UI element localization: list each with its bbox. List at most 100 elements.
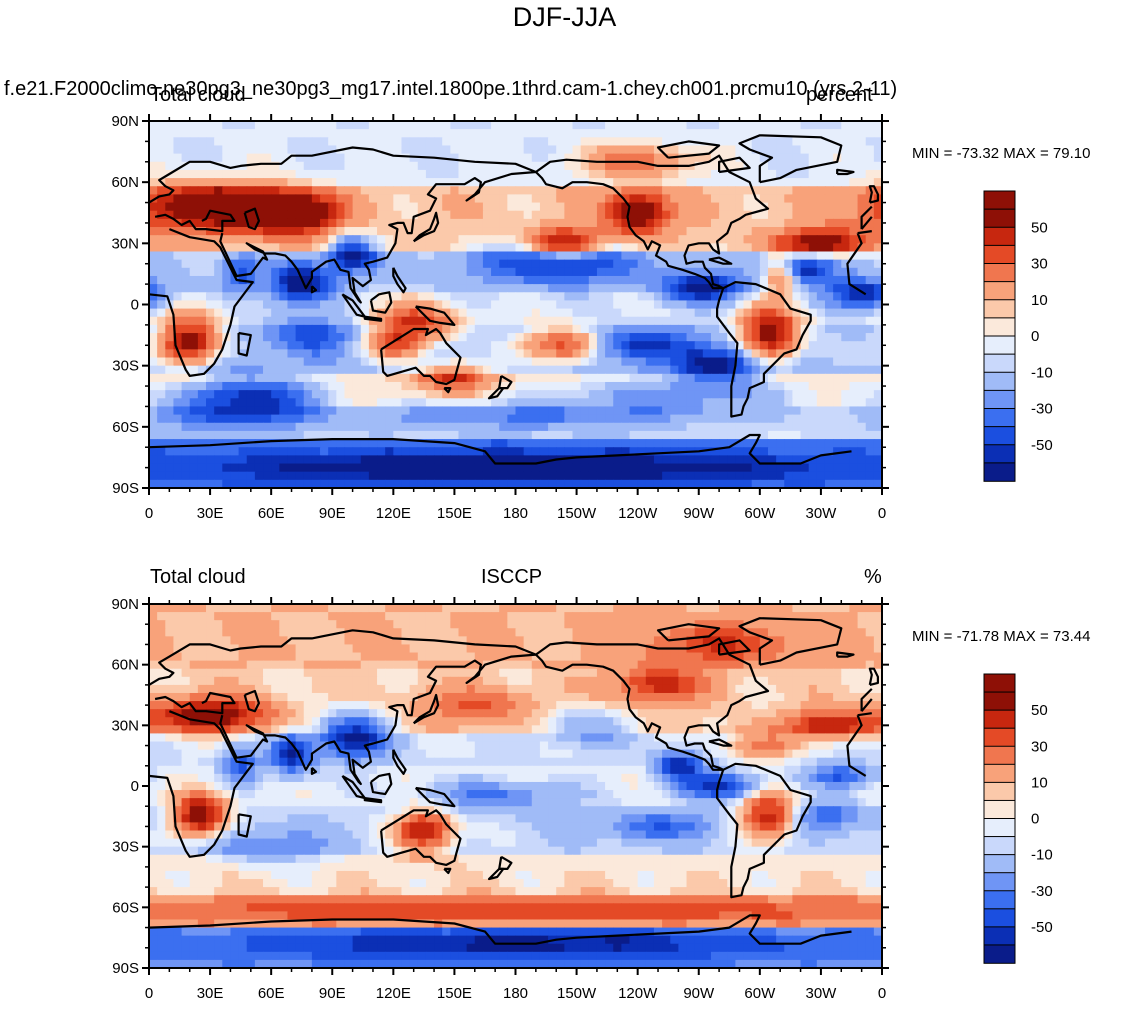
heatmap-cell xyxy=(767,390,777,399)
heatmap-cell xyxy=(596,390,606,399)
heatmap-cell xyxy=(214,243,223,253)
heatmap-cell xyxy=(328,349,337,359)
heatmap-cell xyxy=(613,463,622,473)
heatmap-cell xyxy=(694,636,704,646)
heatmap-cell xyxy=(613,341,622,350)
heatmap-cell xyxy=(694,129,704,138)
heatmap-cell xyxy=(214,129,223,138)
heatmap-cell xyxy=(670,218,679,228)
heatmap-cell xyxy=(808,275,818,285)
heatmap-cell xyxy=(662,604,671,613)
heatmap-cell xyxy=(230,341,240,350)
heatmap-cell xyxy=(360,218,370,228)
heatmap-cell xyxy=(662,267,671,277)
heatmap-cell xyxy=(702,612,712,621)
heatmap-cell xyxy=(149,357,158,367)
heatmap-cell xyxy=(442,218,451,228)
heatmap-cell xyxy=(727,210,736,220)
heatmap-cell xyxy=(295,218,305,228)
lon-tick-label: 150W xyxy=(557,505,597,522)
heatmap-cell xyxy=(629,259,639,269)
heatmap-cell xyxy=(450,381,460,391)
heatmap-cell xyxy=(849,479,859,489)
heatmap-cell xyxy=(515,292,525,302)
heatmap-cell xyxy=(596,471,606,481)
heatmap-cell xyxy=(629,267,639,277)
heatmap-cell xyxy=(197,259,207,269)
heatmap-cell xyxy=(572,644,582,654)
heatmap-cell xyxy=(246,145,256,155)
heatmap-cell xyxy=(254,202,264,212)
heatmap-cell xyxy=(564,349,574,359)
heatmap-cell xyxy=(214,259,223,269)
heatmap-cell xyxy=(458,121,468,130)
heatmap-cell xyxy=(254,300,264,310)
heatmap-cell xyxy=(393,406,403,416)
heatmap-cell xyxy=(320,381,329,391)
heatmap-cell xyxy=(702,652,712,662)
heatmap-cell xyxy=(564,300,574,310)
heatmap-cell xyxy=(165,644,175,654)
heatmap-cell xyxy=(295,275,305,285)
heatmap-cell xyxy=(629,447,639,456)
heatmap-cell xyxy=(409,243,419,253)
heatmap-cell xyxy=(678,259,688,269)
heatmap-cell xyxy=(564,414,574,424)
heatmap-cell xyxy=(173,308,183,318)
heatmap-cell xyxy=(727,316,736,326)
heatmap-cell xyxy=(197,300,207,310)
heatmap-cell xyxy=(377,365,386,375)
heatmap-cell xyxy=(556,390,565,399)
heatmap-cell xyxy=(759,267,769,277)
heatmap-cell xyxy=(515,137,525,147)
heatmap-cell xyxy=(507,479,517,489)
heatmap-cell xyxy=(694,373,704,383)
heatmap-cell xyxy=(637,357,647,367)
heatmap-cell xyxy=(735,259,745,269)
heatmap-cell xyxy=(784,430,794,440)
heatmap-cell xyxy=(442,357,451,367)
heatmap-cell xyxy=(841,398,851,408)
heatmap-cell xyxy=(499,121,508,130)
heatmap-cell xyxy=(556,620,565,629)
heatmap-cell xyxy=(303,479,313,489)
heatmap-cell xyxy=(401,479,411,489)
heatmap-cell xyxy=(311,612,321,621)
heatmap-cell xyxy=(523,373,533,383)
colorbar-box xyxy=(983,426,1016,446)
heatmap-cell xyxy=(784,275,794,285)
heatmap-cell xyxy=(181,447,191,456)
heatmap-cell xyxy=(539,121,549,130)
heatmap-cell xyxy=(816,251,826,261)
heatmap-cell xyxy=(368,406,378,416)
heatmap-cell xyxy=(360,308,370,318)
heatmap-cell xyxy=(865,620,875,629)
heatmap-cell xyxy=(238,259,248,269)
heatmap-cell xyxy=(539,422,549,432)
heatmap-cell xyxy=(588,218,598,228)
coastline xyxy=(443,387,452,394)
heatmap-cell xyxy=(572,243,582,253)
heatmap-cell xyxy=(311,243,321,253)
heatmap-cell xyxy=(507,194,517,204)
heatmap-cell xyxy=(336,186,346,195)
heatmap-cell xyxy=(645,300,655,310)
heatmap-cell xyxy=(776,235,785,244)
heatmap-cell xyxy=(759,169,769,179)
heatmap-cell xyxy=(230,333,240,342)
heatmap-cell xyxy=(295,357,305,367)
heatmap-cell xyxy=(271,668,280,678)
heatmap-cell xyxy=(311,316,321,326)
heatmap-cell xyxy=(833,235,842,244)
heatmap-cell xyxy=(491,414,500,424)
heatmap-cell xyxy=(214,275,223,285)
heatmap-cell xyxy=(377,628,386,637)
heatmap-cell xyxy=(751,471,761,481)
heatmap-cell xyxy=(564,292,574,302)
heatmap-cell xyxy=(149,227,158,236)
heatmap-cell xyxy=(482,235,492,244)
heatmap-cell xyxy=(792,414,802,424)
heatmap-cell xyxy=(450,604,460,613)
heatmap-cell xyxy=(222,169,232,179)
heatmap-cell xyxy=(482,414,492,424)
